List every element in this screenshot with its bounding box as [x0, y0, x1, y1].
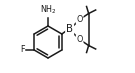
- Text: F: F: [20, 45, 25, 55]
- Text: O: O: [76, 35, 83, 44]
- Text: B: B: [66, 25, 73, 35]
- Text: O: O: [76, 15, 83, 24]
- Text: NH$_2$: NH$_2$: [40, 4, 56, 16]
